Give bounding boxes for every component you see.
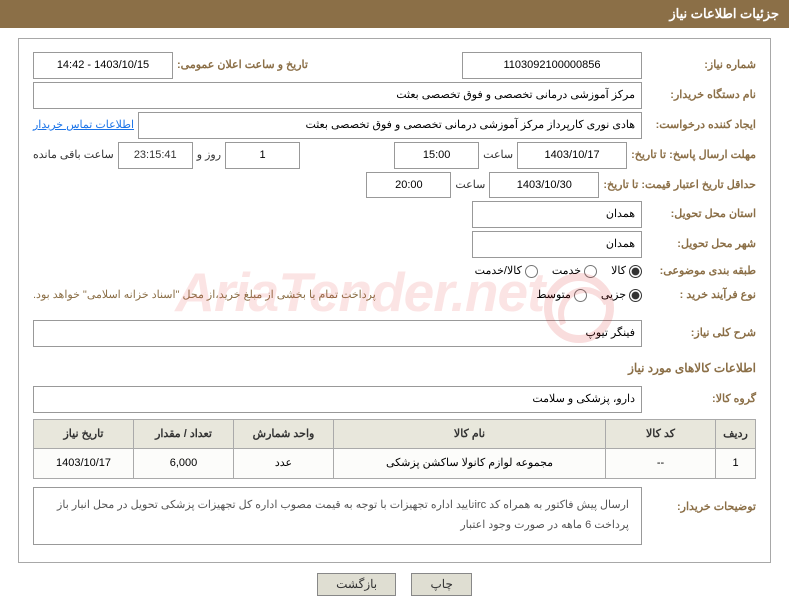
td-name: مجموعه لوازم کانولا ساکشن پزشکی <box>334 449 606 479</box>
delivery-province-field[interactable]: همدان <box>472 201 642 228</box>
price-validity-date-field[interactable]: 1403/10/30 <box>489 172 599 199</box>
process-medium-radio[interactable]: متوسط <box>536 285 587 306</box>
table-header-row: ردیف کد کالا نام کالا واحد شمارش تعداد /… <box>34 419 756 449</box>
requester-label: ایجاد کننده درخواست: <box>646 115 756 136</box>
window-title-bar: جزئیات اطلاعات نیاز <box>0 0 789 28</box>
delivery-province-label: استان محل تحویل: <box>646 204 756 225</box>
day-and-label: روز و <box>197 145 221 166</box>
td-code: -- <box>606 449 716 479</box>
announce-datetime-label: تاریخ و ساعت اعلان عمومی: <box>177 55 308 76</box>
days-remaining-field: 1 <box>225 142 300 169</box>
category-goods-radio[interactable]: کالا <box>611 261 642 282</box>
process-radio-group: جزیی متوسط <box>536 285 642 306</box>
price-validity-time-field[interactable]: 20:00 <box>366 172 451 199</box>
need-number-label: شماره نیاز: <box>646 55 756 76</box>
print-button[interactable]: چاپ <box>411 573 471 596</box>
th-code: کد کالا <box>606 419 716 449</box>
buyer-org-field[interactable]: مرکز آموزشی درمانی تخصصی و فوق تخصصی بعث… <box>33 82 642 109</box>
buyer-notes-label: توضیحات خریدار: <box>646 487 756 518</box>
goods-group-field[interactable]: دارو، پزشکی و سلامت <box>33 386 642 413</box>
delivery-city-label: شهر محل تحویل: <box>646 234 756 255</box>
th-name: نام کالا <box>334 419 606 449</box>
td-unit: عدد <box>234 449 334 479</box>
time-label-1: ساعت <box>483 145 513 166</box>
delivery-city-field[interactable]: همدان <box>472 231 642 258</box>
button-bar: چاپ بازگشت <box>18 573 771 596</box>
th-unit: واحد شمارش <box>234 419 334 449</box>
items-table: ردیف کد کالا نام کالا واحد شمارش تعداد /… <box>33 419 756 480</box>
buyer-contact-link[interactable]: اطلاعات تماس خریدار <box>33 115 134 136</box>
need-summary-field[interactable]: فینگر تیوپ <box>33 320 642 347</box>
goods-info-title: اطلاعات کالاهای مورد نیاز <box>33 357 756 380</box>
response-date-field[interactable]: 1403/10/17 <box>517 142 627 169</box>
process-partial-radio[interactable]: جزیی <box>601 285 642 306</box>
td-qty: 6,000 <box>134 449 234 479</box>
response-deadline-label: مهلت ارسال پاسخ: تا تاریخ: <box>631 145 756 166</box>
goods-group-label: گروه کالا: <box>646 389 756 410</box>
countdown-field: 23:15:41 <box>118 142 193 169</box>
time-label-2: ساعت <box>455 175 485 196</box>
details-panel: شماره نیاز: 1103092100000856 تاریخ و ساع… <box>18 38 771 563</box>
category-both-radio[interactable]: کالا/خدمت <box>475 261 538 282</box>
requester-field[interactable]: هادی نوری کارپرداز مرکز آموزشی درمانی تخ… <box>138 112 642 139</box>
announce-datetime-field[interactable]: 1403/10/15 - 14:42 <box>33 52 173 79</box>
payment-note: پرداخت تمام یا بخشی از مبلغ خرید،از محل … <box>33 285 376 306</box>
buyer-org-label: نام دستگاه خریدار: <box>646 85 756 106</box>
price-validity-label: حداقل تاریخ اعتبار قیمت: تا تاریخ: <box>603 175 756 196</box>
td-date: 1403/10/17 <box>34 449 134 479</box>
window-title: جزئیات اطلاعات نیاز <box>669 6 779 21</box>
category-label: طبقه بندی موضوعی: <box>646 261 756 282</box>
need-summary-label: شرح کلی نیاز: <box>646 323 756 344</box>
need-number-field[interactable]: 1103092100000856 <box>462 52 642 79</box>
th-date: تاریخ نیاز <box>34 419 134 449</box>
table-row[interactable]: 1 -- مجموعه لوازم کانولا ساکشن پزشکی عدد… <box>34 449 756 479</box>
th-qty: تعداد / مقدار <box>134 419 234 449</box>
th-row: ردیف <box>716 419 756 449</box>
category-radio-group: کالا خدمت کالا/خدمت <box>475 261 642 282</box>
response-time-field[interactable]: 15:00 <box>394 142 479 169</box>
back-button[interactable]: بازگشت <box>317 573 396 596</box>
category-service-radio[interactable]: خدمت <box>552 261 597 282</box>
td-row: 1 <box>716 449 756 479</box>
buyer-notes-field[interactable]: ارسال پیش فاکتور به همراه کد ircتایید اد… <box>33 487 642 545</box>
remaining-label: ساعت باقی مانده <box>33 145 114 166</box>
buy-process-label: نوع فرآیند خرید : <box>646 285 756 306</box>
